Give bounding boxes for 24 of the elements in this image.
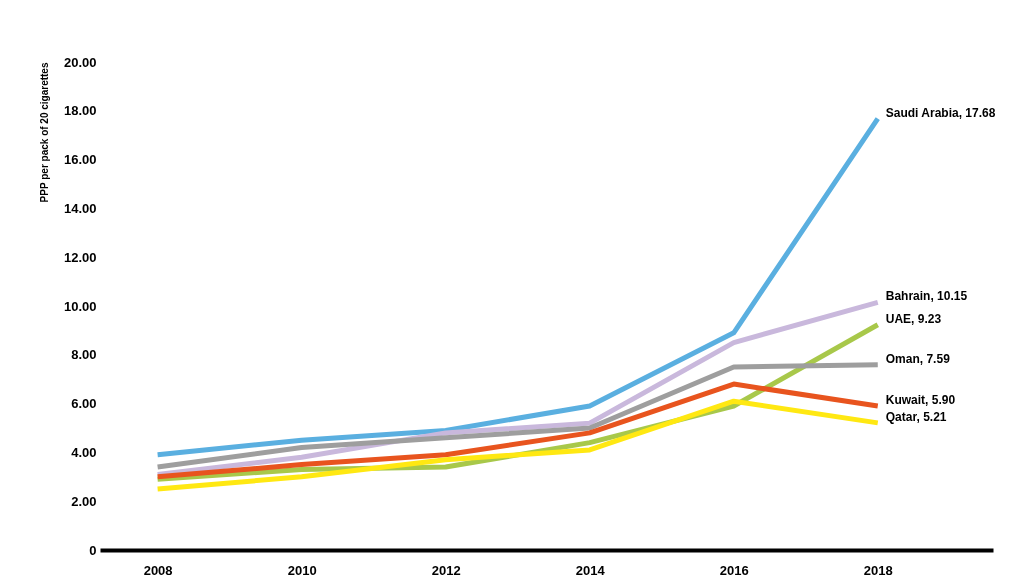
text: Oman, 7.59	[885, 351, 950, 366]
y-tick-label: 0	[89, 542, 97, 558]
x-tick-label: 2014	[575, 562, 606, 578]
text: Kuwait, 5.90	[885, 393, 956, 408]
y-tick-label: 14.00	[63, 200, 97, 216]
y-tick-label: 20.00	[63, 54, 97, 70]
x-tick-label: 2018	[863, 562, 893, 578]
y-tick-label: 4.00	[71, 444, 97, 460]
y-tick-label: 18.00	[63, 103, 97, 119]
x-tick-label: 2016	[719, 562, 749, 578]
text: Qatar, 5.21	[885, 409, 947, 424]
x-tick-label: 2010	[287, 562, 317, 578]
text: Saudi Arabia, 17.68	[885, 105, 996, 120]
x-tick-label: 2008	[143, 562, 173, 578]
y-tick-label: 10.00	[63, 298, 97, 314]
y-tick-label: 2.00	[71, 493, 97, 509]
y-tick-label: 16.00	[63, 152, 97, 168]
y-axis-title: PPP per pack of 20 cigarettes	[38, 62, 50, 203]
x-tick-label: 2012	[431, 562, 461, 578]
text: Bahrain, 10.15	[885, 289, 968, 304]
y-tick-label: 12.00	[63, 249, 97, 265]
text: UAE, 9.23	[885, 311, 942, 326]
y-tick-label: 6.00	[71, 396, 97, 412]
y-tick-label: 8.00	[71, 347, 97, 363]
